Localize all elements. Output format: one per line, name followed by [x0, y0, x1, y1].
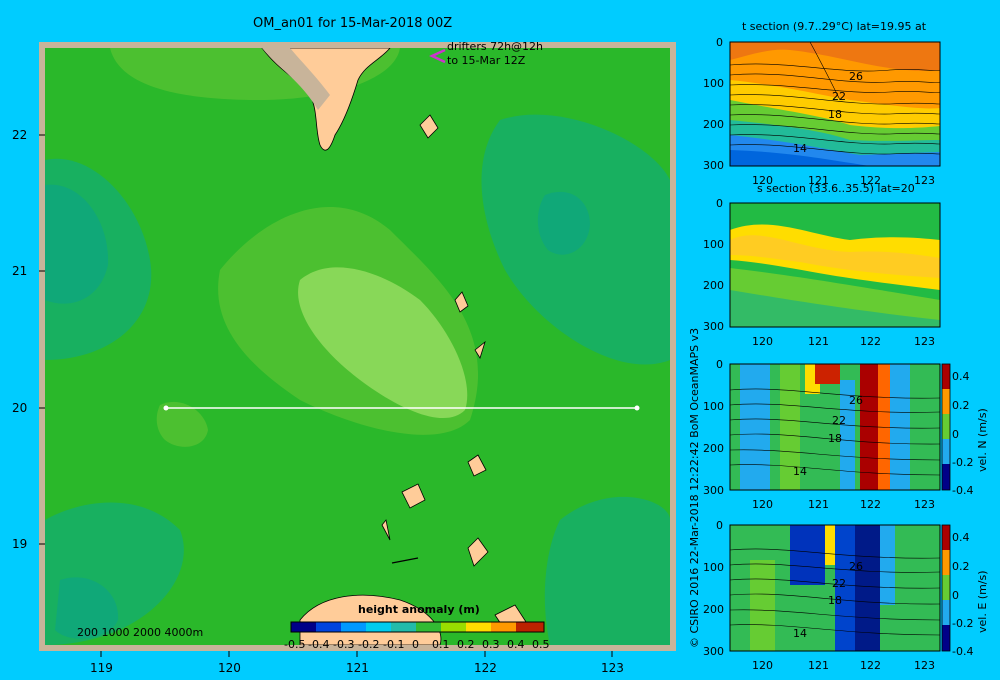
colorbar-tick: -0.2 [952, 456, 974, 469]
x-tick: 121 [808, 335, 829, 348]
y-tick: 300 [703, 159, 724, 172]
x-tick: 123 [914, 498, 935, 511]
colorbar-tick: -0.2 [358, 638, 380, 651]
colorbar-tick: -0.4 [952, 645, 974, 658]
vel-n-plot [729, 363, 951, 491]
colorbar-tick: 0.4 [952, 531, 970, 544]
s-section-title: s section (33.6..35.5) lat=20 [757, 182, 915, 195]
y-tick: 200 [703, 279, 724, 292]
contour-label: 22 [832, 414, 846, 427]
y-tick: 300 [703, 484, 724, 497]
credit-text: © CSIRO 2016 22-Mar-2018 12:22:42 BoM Oc… [688, 327, 701, 648]
contour-label: 18 [828, 432, 842, 445]
contour-label: 26 [849, 560, 863, 573]
s-section-plot [729, 202, 941, 328]
x-tick: 120 [752, 498, 773, 511]
x-tick: 122 [860, 498, 881, 511]
vel-e-plot [729, 524, 951, 652]
contour-label: 18 [828, 108, 842, 121]
y-tick: 300 [703, 320, 724, 333]
x-tick: 122 [860, 659, 881, 672]
colorbar-tick: 0 [952, 428, 959, 441]
lon-tick: 120 [218, 661, 241, 675]
x-tick: 120 [752, 174, 773, 187]
lon-tick: 122 [474, 661, 497, 675]
vel-e-colorbar-label: vel. E (m/s) [976, 570, 989, 633]
x-tick: 120 [752, 335, 773, 348]
colorbar-tick: -0.2 [952, 617, 974, 630]
colorbar-tick: -0.1 [383, 638, 405, 651]
x-tick: 123 [914, 335, 935, 348]
x-tick: 122 [860, 174, 881, 187]
contour-label: 26 [849, 394, 863, 407]
contour-label: 18 [828, 594, 842, 607]
lat-tick: 21 [12, 264, 28, 278]
drifters-label-1: drifters 72h@12h [447, 40, 544, 53]
colorbar-tick: -0.4 [308, 638, 330, 651]
contour-label: 26 [849, 70, 863, 83]
lat-tick: 22 [12, 128, 28, 142]
x-tick: 121 [808, 659, 829, 672]
colorbar-title: height anomaly (m) [358, 603, 480, 616]
colorbar-tick: 0.2 [952, 560, 970, 573]
y-tick: 0 [716, 197, 723, 210]
y-tick: 100 [703, 77, 724, 90]
section-panels [729, 41, 951, 652]
y-tick: 100 [703, 238, 724, 251]
contour-label: 14 [793, 627, 807, 640]
y-tick: 200 [703, 442, 724, 455]
vel-n-colorbar [941, 363, 951, 491]
contour-label: 22 [832, 577, 846, 590]
lon-tick: 121 [346, 661, 369, 675]
lon-tick: 123 [601, 661, 624, 675]
y-tick: 100 [703, 561, 724, 574]
y-tick: 0 [716, 358, 723, 371]
map-title: OM_an01 for 15-Mar-2018 00Z [253, 16, 453, 31]
x-tick: 123 [914, 174, 935, 187]
lat-tick: 20 [12, 401, 28, 415]
colorbar-tick: 0 [952, 589, 959, 602]
land-luzon [299, 594, 442, 645]
t-section-plot [729, 41, 941, 167]
contour-label: 22 [832, 90, 846, 103]
height-anomaly-colorbar [290, 621, 545, 633]
lat-tick: 19 [12, 537, 28, 551]
colorbar-tick: -0.4 [952, 484, 974, 497]
t-section-title: t section (9.7..29°C) lat=19.95 at [742, 20, 927, 33]
y-tick: 200 [703, 603, 724, 616]
colorbar-tick: 0 [412, 638, 419, 651]
x-tick: 120 [752, 659, 773, 672]
vel-n-colorbar-label: vel. N (m/s) [976, 408, 989, 472]
x-tick: 121 [808, 498, 829, 511]
colorbar-tick: 0.2 [457, 638, 475, 651]
colorbar-tick: 0.5 [532, 638, 550, 651]
vel-e-colorbar [941, 524, 951, 652]
y-tick: 300 [703, 645, 724, 658]
colorbar-tick: -0.3 [333, 638, 355, 651]
contour-label: 14 [793, 142, 807, 155]
colorbar-tick: 0.2 [952, 399, 970, 412]
colorbar-tick: 0.1 [432, 638, 450, 651]
x-tick: 121 [808, 174, 829, 187]
drifters-label-2: to 15-Mar 12Z [447, 54, 526, 67]
depth-legend: 200 1000 2000 4000m [77, 626, 204, 639]
map-plot [39, 42, 676, 657]
y-tick: 100 [703, 400, 724, 413]
x-tick: 123 [914, 659, 935, 672]
x-tick: 122 [860, 335, 881, 348]
y-tick: 0 [716, 36, 723, 49]
colorbar-tick: -0.5 [284, 638, 306, 651]
lon-tick: 119 [90, 661, 113, 675]
colorbar-tick: 0.4 [507, 638, 525, 651]
y-tick: 200 [703, 118, 724, 131]
colorbar-tick: 0.3 [482, 638, 500, 651]
drifter-arrow-icon [429, 48, 446, 64]
y-tick: 0 [716, 519, 723, 532]
colorbar-tick: 0.4 [952, 370, 970, 383]
contour-label: 14 [793, 465, 807, 478]
